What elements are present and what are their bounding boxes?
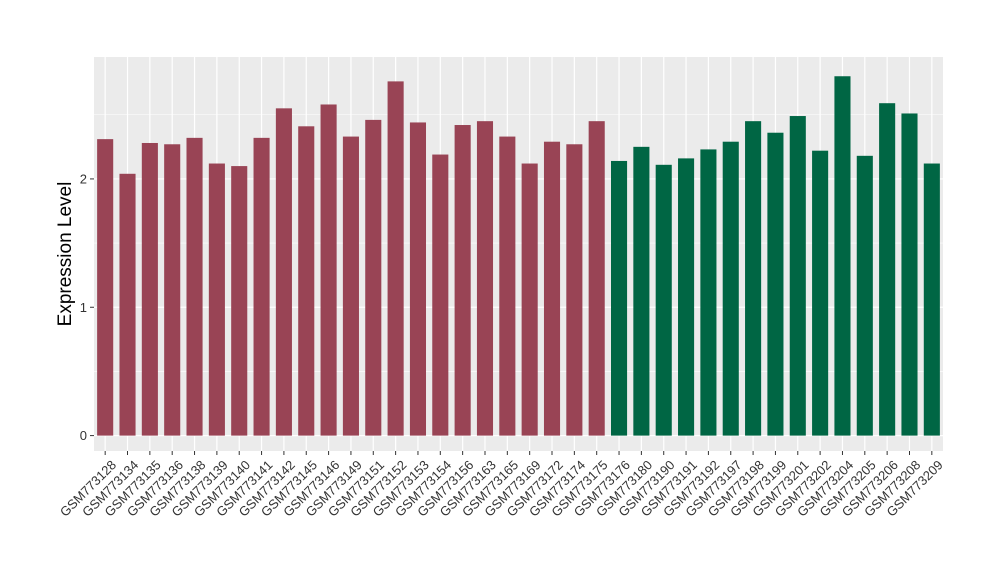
bar-GSM773197 [722, 141, 739, 436]
y-axis: 0 1 2 [80, 171, 94, 443]
bar-GSM773163 [476, 121, 494, 436]
bar-GSM773156 [454, 125, 471, 436]
bar-GSM773128 [97, 139, 114, 436]
bar-GSM773151 [365, 119, 382, 436]
y-tick-label: 1 [80, 300, 87, 315]
bar-GSM773199 [767, 132, 784, 436]
bar-GSM773180 [633, 146, 650, 436]
bar-GSM773209 [923, 163, 940, 436]
bar-GSM773139 [208, 163, 225, 436]
bar-GSM773204 [834, 76, 851, 436]
bar-GSM773165 [499, 136, 516, 436]
bar-GSM773208 [901, 113, 918, 436]
bars-group [97, 76, 940, 436]
y-tick-label: 2 [80, 171, 87, 186]
bar-GSM773192 [700, 149, 717, 436]
bar-GSM773205 [856, 155, 873, 436]
bar-GSM773169 [521, 163, 538, 436]
bar-GSM773149 [342, 136, 359, 436]
bar-GSM773153 [409, 122, 427, 436]
bar-GSM773135 [141, 142, 158, 436]
bar-GSM773172 [543, 141, 561, 436]
bar-GSM773190 [655, 164, 672, 436]
bar-GSM773175 [588, 121, 605, 436]
bar-GSM773152 [387, 81, 404, 436]
bar-GSM773141 [253, 137, 270, 436]
bar-GSM773140 [231, 166, 248, 436]
bar-GSM773154 [432, 154, 449, 436]
bar-GSM773138 [186, 137, 203, 436]
bar-GSM773201 [789, 116, 806, 436]
y-axis-label: Expression Level [55, 182, 76, 327]
bar-GSM773206 [879, 103, 896, 436]
bar-GSM773191 [678, 158, 695, 436]
bar-GSM773134 [119, 173, 136, 436]
bar-GSM773202 [812, 150, 829, 436]
bar-GSM773142 [275, 108, 292, 436]
bar-GSM773145 [298, 126, 315, 436]
y-tick-label: 0 [80, 428, 87, 443]
bar-GSM773198 [745, 121, 762, 436]
x-axis: GSM773128GSM773134GSM773135GSM773136GSM7… [57, 451, 946, 520]
bar-GSM773174 [566, 144, 583, 436]
bar-GSM773136 [164, 144, 181, 436]
bar-GSM773176 [610, 160, 628, 436]
bar-GSM773146 [320, 104, 337, 436]
